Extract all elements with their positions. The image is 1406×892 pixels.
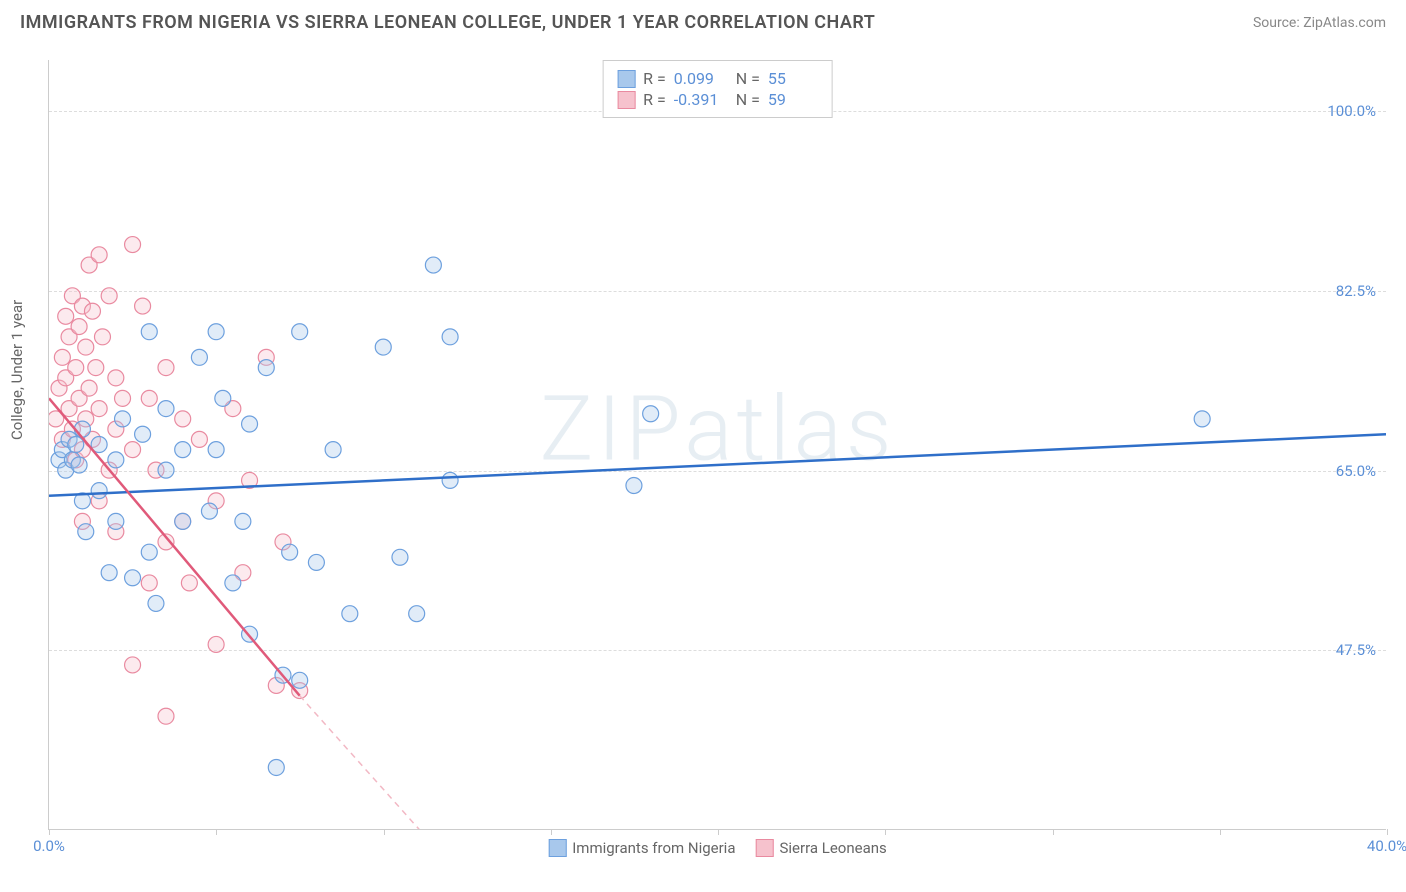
xtick xyxy=(885,829,886,835)
swatch-sierra xyxy=(617,91,635,109)
stat-n-label: N = xyxy=(732,69,760,88)
chart-title: IMMIGRANTS FROM NIGERIA VS SIERRA LEONEA… xyxy=(20,12,875,33)
stats-box: R = 0.099 N = 55 R = -0.391 N = 59 xyxy=(602,60,833,118)
chart-area: ZIPatlas R = 0.099 N = 55 R = -0.391 N =… xyxy=(48,60,1386,830)
legend-item-nigeria: Immigrants from Nigeria xyxy=(548,839,735,857)
legend-swatch-sierra xyxy=(755,839,773,857)
xtick xyxy=(1220,829,1221,835)
stat-r-label: R = xyxy=(643,69,666,88)
stats-row-1: R = -0.391 N = 59 xyxy=(617,90,818,109)
stat-n-val-0: 55 xyxy=(768,69,818,88)
stat-r-val-1: -0.391 xyxy=(674,90,724,109)
xtick-label: 0.0% xyxy=(33,837,65,855)
legend-label-sierra: Sierra Leoneans xyxy=(779,839,886,857)
stat-n-label: N = xyxy=(732,90,760,109)
xtick-label: 40.0% xyxy=(1367,837,1406,855)
xtick xyxy=(1387,829,1388,835)
stat-r-label: R = xyxy=(643,90,666,109)
xtick xyxy=(216,829,217,835)
legend-item-sierra: Sierra Leoneans xyxy=(755,839,886,857)
stat-r-val-0: 0.099 xyxy=(674,69,724,88)
legend: Immigrants from Nigeria Sierra Leoneans xyxy=(548,839,887,857)
swatch-nigeria xyxy=(617,70,635,88)
xtick xyxy=(49,829,50,835)
legend-label-nigeria: Immigrants from Nigeria xyxy=(572,839,735,857)
xtick xyxy=(551,829,552,835)
legend-swatch-nigeria xyxy=(548,839,566,857)
stat-n-val-1: 59 xyxy=(768,90,818,109)
xtick xyxy=(718,829,719,835)
plot-svg xyxy=(49,60,1386,829)
header: IMMIGRANTS FROM NIGERIA VS SIERRA LEONEA… xyxy=(0,0,1406,41)
xtick xyxy=(384,829,385,835)
xtick xyxy=(1053,829,1054,835)
source-label: Source: ZipAtlas.com xyxy=(1253,15,1386,31)
y-axis-label: College, Under 1 year xyxy=(8,300,26,440)
stats-row-0: R = 0.099 N = 55 xyxy=(617,69,818,88)
